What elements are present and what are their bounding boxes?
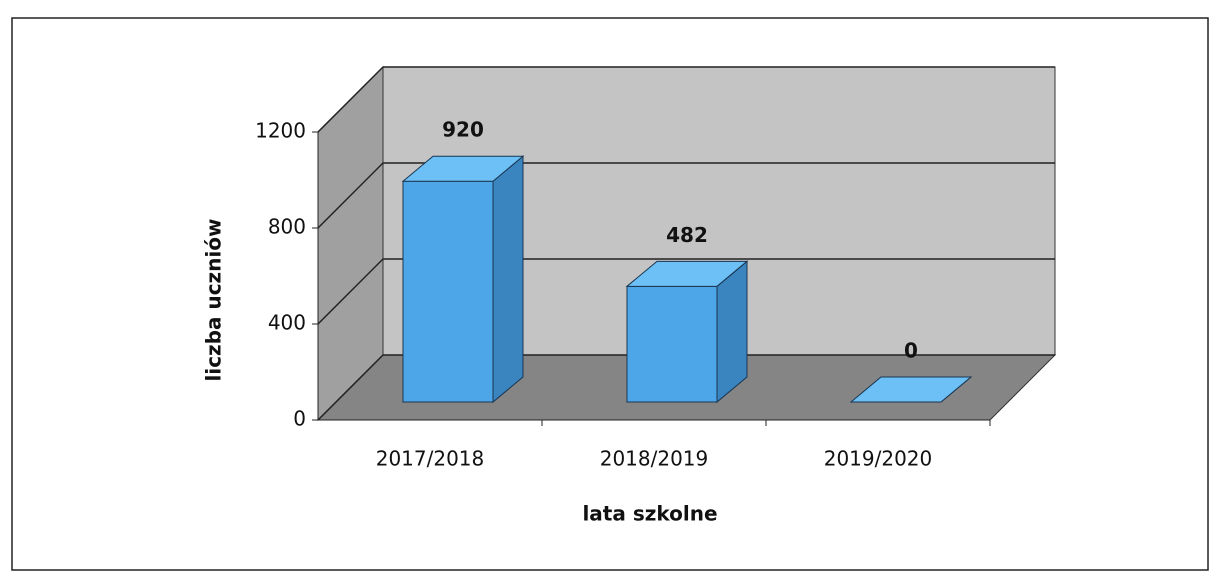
value-label: 482 — [666, 223, 708, 247]
bar-top — [625, 260, 749, 287]
value-label: 0 — [904, 339, 918, 363]
x-tick-label: 2017/2018 — [376, 447, 485, 471]
y-tick-label: 0 — [293, 407, 306, 431]
x-tick-label: 2018/2019 — [600, 447, 709, 471]
x-axis-title: lata szkolne — [582, 502, 717, 526]
grid-line — [317, 66, 384, 133]
bar-top — [401, 155, 525, 182]
grid-line — [317, 258, 384, 325]
bar — [626, 285, 718, 403]
x-tick-label: 2019/2020 — [824, 447, 933, 471]
bar-side — [492, 155, 524, 404]
y-tick-label: 400 — [268, 311, 306, 335]
y-tick-label: 800 — [268, 215, 306, 239]
bar-top — [849, 376, 973, 403]
grid-line — [317, 354, 384, 421]
y-axis-title: liczba uczniów — [202, 218, 226, 381]
grid-line — [317, 162, 384, 229]
y-tick-label: 1200 — [255, 119, 306, 143]
bar — [402, 180, 494, 403]
value-label: 920 — [442, 118, 484, 142]
